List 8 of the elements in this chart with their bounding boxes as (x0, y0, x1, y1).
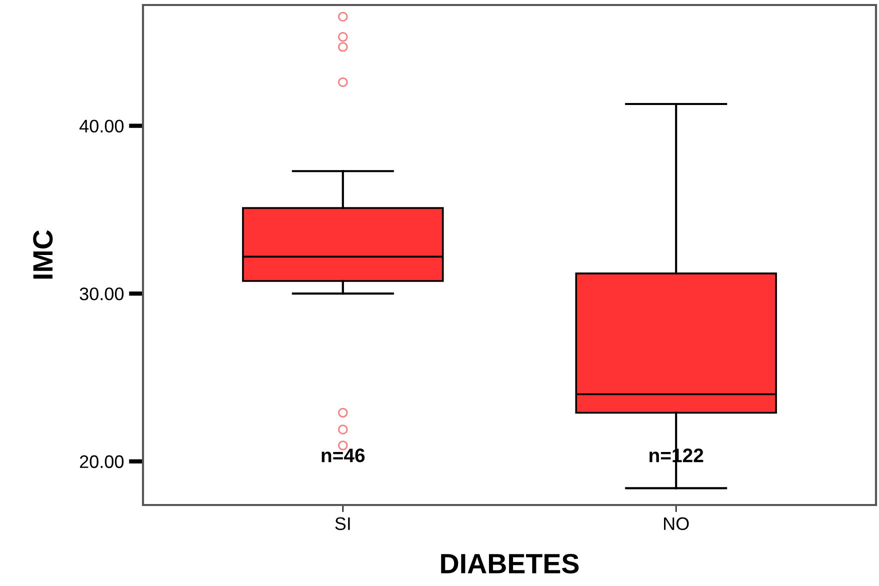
y-tick-label: 20.00 (80, 455, 124, 468)
annotation: n=46 (322, 448, 365, 462)
y-axis-title: IMC (33, 230, 53, 279)
x-axis-title: DIABETES (441, 554, 579, 574)
x-tick-label: SI (335, 517, 350, 530)
y-tick-label: 40.00 (79, 120, 124, 133)
y-tick-label: 30.00 (80, 288, 124, 300)
x-tick-label: NO (664, 517, 689, 530)
